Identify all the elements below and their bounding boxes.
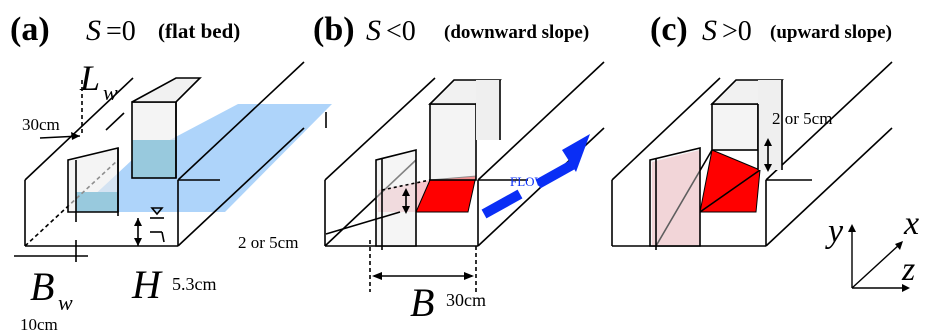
panel-c-flume <box>611 61 893 250</box>
panel-c-labels: 2 or 5cm <box>772 109 832 128</box>
panel-a-title: (a) S =0 (flat bed) <box>10 11 240 48</box>
flow-label: FLOW <box>510 174 548 189</box>
c-pink-face <box>652 150 700 246</box>
flume-left-top-edge <box>24 77 134 181</box>
b-width-value: 30cm <box>446 290 486 310</box>
x-axis-line <box>851 243 901 289</box>
flow-arrowhead <box>562 134 590 172</box>
h-arrowhead-down <box>134 238 142 246</box>
flume-bottom-right <box>177 127 305 247</box>
back-gate-top <box>131 77 202 103</box>
panel-b-relation: <0 <box>386 16 416 47</box>
lw-arrow-right <box>105 112 125 131</box>
lw-subscript: w <box>103 80 118 105</box>
b-right-top-edge <box>477 61 605 181</box>
panel-b-symbol: S <box>366 14 381 47</box>
panel-c-letter: (c) <box>650 11 688 48</box>
c-back-gate-side <box>758 80 782 170</box>
b-step-leader <box>325 211 401 235</box>
bw-symbol: B <box>30 264 54 309</box>
panel-a-caption: (flat bed) <box>158 19 240 43</box>
c-left-top-edge <box>611 77 721 181</box>
b-width-symbol: B <box>410 280 434 325</box>
flow-arrow-shaft <box>535 160 575 189</box>
panel-a-letter: (a) <box>10 11 50 48</box>
x-axis-label: x <box>903 205 919 242</box>
c-step-value: 2 or 5cm <box>772 109 832 128</box>
panel-b-flume <box>324 61 605 292</box>
c-back-gate <box>711 103 759 151</box>
y-axis-label: y <box>825 213 844 250</box>
panel-c-symbol: S <box>702 14 717 47</box>
panel-b-caption: (downward slope) <box>444 22 589 43</box>
back-gate-block <box>131 101 177 179</box>
h-arrowhead-up <box>134 218 142 226</box>
c-slope-line <box>699 169 761 213</box>
c-step-arrowhead-down <box>764 164 772 172</box>
c-step-arrowhead-up <box>764 138 772 146</box>
lw-arrowhead <box>71 132 80 140</box>
c-front-gate <box>649 146 701 247</box>
water-surface <box>76 104 332 212</box>
panel-b-title: (b) S <0 (downward slope) <box>313 11 589 48</box>
c-bottom-right <box>765 127 893 247</box>
b-step-arrowhead-up <box>402 188 410 196</box>
panel-a-flume <box>14 61 332 262</box>
panel-a-labels: L w 30cm B w 10cm H 5.3cm <box>20 58 217 334</box>
c-right-top-edge <box>765 61 893 181</box>
panel-b-labels: 2 or 5cm B 30cm <box>238 233 486 325</box>
b-left-top-edge <box>324 77 436 181</box>
panel-c-caption: (upward slope) <box>770 22 892 43</box>
panel-a-relation: =0 <box>106 16 136 47</box>
panel-c-title: (c) S >0 (upward slope) <box>650 11 892 48</box>
b-step-arrowhead-down <box>402 206 410 214</box>
b-dim-arrowhead-right <box>464 272 474 280</box>
flow-arrow-tail <box>481 189 523 219</box>
bw-subscript: w <box>58 290 73 315</box>
water-level-icon <box>150 207 164 216</box>
h-value: 5.3cm <box>172 274 217 294</box>
lw-value: 30cm <box>22 115 60 134</box>
b-front-gate <box>375 148 417 247</box>
panel-c-relation: >0 <box>722 16 752 47</box>
bw-value: 10cm <box>20 315 58 334</box>
c-floor-diag <box>655 149 713 247</box>
z-axis-label: z <box>901 251 915 288</box>
panel-b-letter: (b) <box>313 11 355 48</box>
flow-arrow: FLOW <box>481 134 590 219</box>
c-red-wedge <box>699 149 761 213</box>
lw-symbol: L <box>79 58 100 98</box>
z-axis-arrowhead <box>902 284 910 292</box>
b-step-dash <box>381 179 431 191</box>
h-leader-2 <box>161 231 165 243</box>
h-symbol: H <box>131 262 163 307</box>
y-axis-arrowhead <box>848 224 856 232</box>
x-axis-arrowhead <box>895 241 903 250</box>
b-back-gate <box>429 103 477 181</box>
panel-a-symbol: S <box>86 14 101 47</box>
flume-right-top-edge <box>177 61 305 181</box>
b-back-gate-side <box>476 80 500 140</box>
coordinate-axes <box>848 224 910 292</box>
b-step-value: 2 or 5cm <box>238 233 298 252</box>
b-dim-arrowhead-left <box>372 272 382 280</box>
